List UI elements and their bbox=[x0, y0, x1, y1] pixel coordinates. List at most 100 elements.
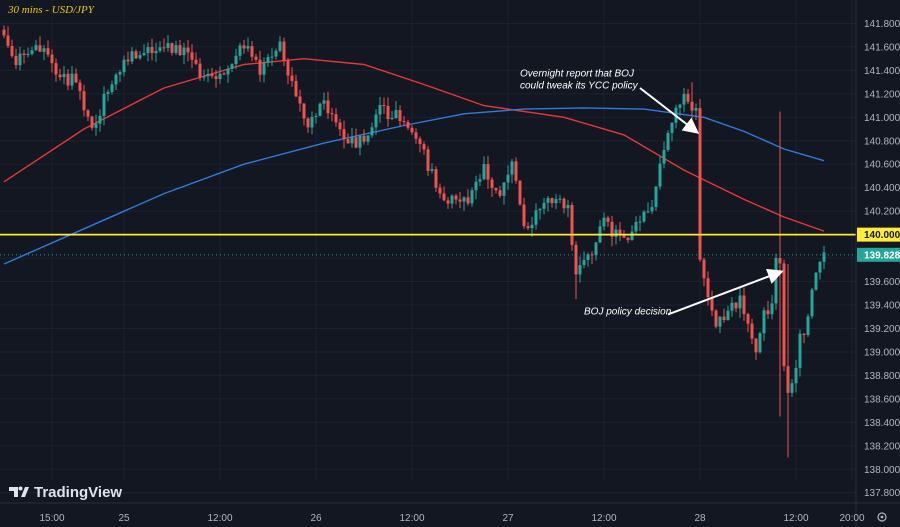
annotation-text: Overnight report that BOJ bbox=[520, 68, 635, 79]
candle-body bbox=[566, 204, 570, 209]
candle-body bbox=[770, 303, 774, 315]
candle-body bbox=[150, 47, 154, 54]
candle-body bbox=[570, 204, 574, 245]
candle-body bbox=[594, 242, 598, 256]
candle-body bbox=[210, 73, 214, 77]
candle-body bbox=[626, 237, 630, 241]
candle-body bbox=[374, 114, 378, 128]
candle-body bbox=[606, 217, 610, 222]
y-axis[interactable]: 141.800 141.600 141.400 141.200 141.000 140.8… bbox=[855, 0, 900, 527]
candle-body bbox=[378, 105, 382, 115]
candle-body bbox=[514, 161, 518, 181]
candle-body bbox=[522, 204, 526, 227]
candle-body bbox=[190, 52, 194, 60]
candle-body bbox=[550, 198, 554, 204]
candle-body bbox=[490, 179, 494, 188]
candle-body bbox=[642, 211, 646, 222]
candle-body bbox=[726, 310, 730, 321]
candle-body bbox=[406, 121, 410, 128]
candle-body bbox=[206, 73, 210, 77]
annotation-arrow bbox=[667, 268, 784, 316]
candle-body bbox=[722, 316, 726, 321]
grid-lines bbox=[0, 0, 856, 494]
candle-body bbox=[774, 258, 778, 304]
candle-body bbox=[754, 338, 758, 353]
candle-body bbox=[482, 164, 486, 180]
candle-body bbox=[78, 82, 82, 92]
x-tick-label: 25 bbox=[118, 513, 130, 524]
x-axis[interactable]: 15:00 25 12:00 26 12:00 27 12:00 28 12:00 20:00 bbox=[0, 502, 900, 524]
candle-body bbox=[238, 45, 242, 56]
y-tick-label: 138.000 bbox=[864, 465, 900, 476]
candle-body bbox=[310, 116, 314, 128]
candle-body bbox=[470, 190, 474, 204]
candle-body bbox=[646, 211, 650, 213]
candle-body bbox=[266, 57, 270, 63]
candle-body bbox=[542, 202, 546, 209]
candle-body bbox=[766, 310, 770, 315]
candle-body bbox=[622, 233, 626, 238]
chart-title: 30 mins - USD/JPY bbox=[7, 4, 96, 16]
candle-body bbox=[226, 68, 230, 75]
candle-body bbox=[462, 197, 466, 202]
y-tick-label: 141.000 bbox=[864, 113, 900, 124]
candle-body bbox=[358, 135, 362, 148]
candle-body bbox=[234, 55, 238, 65]
x-tick-label: 12:00 bbox=[399, 513, 424, 524]
ma-slow-line bbox=[3, 57, 825, 232]
x-tick-label: 26 bbox=[310, 513, 322, 524]
y-tick-label: 140.200 bbox=[864, 207, 900, 218]
candle-body bbox=[530, 224, 534, 229]
candle-body bbox=[502, 182, 506, 196]
candle-body bbox=[46, 48, 50, 55]
candle-body bbox=[382, 105, 386, 107]
candle-body bbox=[142, 53, 146, 56]
candle-body bbox=[790, 383, 794, 393]
candle-body bbox=[486, 164, 490, 180]
candle-body bbox=[130, 51, 134, 62]
candle-body bbox=[90, 116, 94, 128]
annotation-text: could tweak its YCC policy bbox=[520, 80, 639, 91]
candle-body bbox=[610, 221, 614, 237]
candle-body bbox=[586, 254, 590, 261]
candle-body bbox=[250, 46, 254, 57]
candle-body bbox=[454, 195, 458, 200]
candle-body bbox=[98, 115, 102, 124]
candle-body bbox=[758, 333, 762, 353]
candle-body bbox=[778, 258, 782, 264]
candle-body bbox=[562, 198, 566, 209]
candle-body bbox=[526, 226, 530, 229]
candle-body bbox=[510, 161, 514, 175]
y-tick-label: 138.200 bbox=[864, 441, 900, 452]
level-140-line[interactable] bbox=[0, 233, 856, 256]
candle-body bbox=[2, 29, 6, 36]
candle-body bbox=[650, 206, 654, 212]
x-tick-label: 20:00 bbox=[839, 513, 864, 524]
candle-body bbox=[390, 117, 394, 120]
candle-body bbox=[618, 229, 622, 234]
candle-body bbox=[334, 114, 338, 123]
candle-body bbox=[694, 108, 698, 111]
tradingview-logo[interactable]: TradingView bbox=[9, 484, 122, 501]
candle-body bbox=[286, 60, 290, 76]
candle-body bbox=[662, 150, 666, 164]
y-tick-label: 140.600 bbox=[864, 160, 900, 171]
candle-body bbox=[262, 62, 266, 75]
y-tick-label: 139.200 bbox=[864, 324, 900, 335]
y-tick-label: 141.600 bbox=[864, 42, 900, 53]
candle-body bbox=[270, 56, 274, 58]
tradingview-logo-text: TradingView bbox=[34, 484, 122, 501]
candle-body bbox=[58, 74, 62, 78]
candle-body bbox=[102, 93, 106, 116]
level-badge-label: 140.000 bbox=[864, 230, 900, 241]
candle-body bbox=[698, 108, 702, 260]
candle-body bbox=[138, 55, 142, 59]
candle-body bbox=[822, 252, 826, 262]
last-price-badge[interactable] bbox=[857, 247, 900, 262]
candle-body bbox=[282, 41, 286, 61]
settings-gear-icon[interactable] bbox=[877, 512, 887, 522]
level-badge[interactable] bbox=[857, 227, 900, 242]
candle-body bbox=[494, 187, 498, 191]
candle-body bbox=[34, 45, 38, 51]
